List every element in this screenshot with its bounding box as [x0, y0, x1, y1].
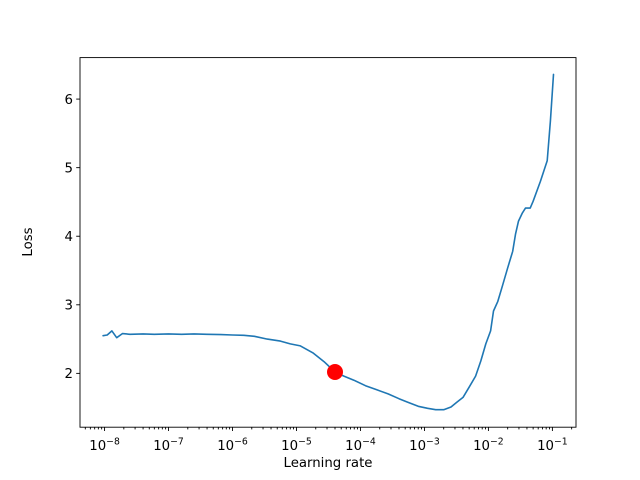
x-tick-label: 10−3	[409, 437, 440, 455]
x-tick-label: 10−2	[473, 437, 504, 455]
x-tick-labels: 10−8 10−7 10−6 10−5 10−4 10−3 10−2 10−1	[89, 437, 568, 455]
y-tick-labels: 2 3 4 5 6	[65, 93, 73, 382]
y-tick-label: 4	[65, 230, 73, 245]
loss-curve	[102, 73, 555, 411]
suggested-lr-marker	[327, 364, 343, 380]
x-tick-label: 10−5	[281, 437, 312, 455]
x-tick-label: 10−7	[153, 437, 184, 455]
x-tick-label: 10−6	[217, 437, 248, 455]
y-tick-label: 2	[65, 367, 73, 382]
x-tick-label: 10−1	[537, 437, 568, 455]
axis-ticks	[76, 98, 573, 431]
x-tick-label: 10−4	[345, 437, 376, 455]
axes-spines	[79, 57, 577, 428]
y-tick-label: 6	[65, 93, 73, 108]
y-axis-label: Loss	[20, 227, 36, 257]
y-tick-label: 5	[65, 161, 73, 176]
x-tick-label: 10−8	[89, 437, 120, 455]
y-tick-label: 3	[65, 299, 73, 314]
x-axis-label: Learning rate	[283, 456, 373, 471]
